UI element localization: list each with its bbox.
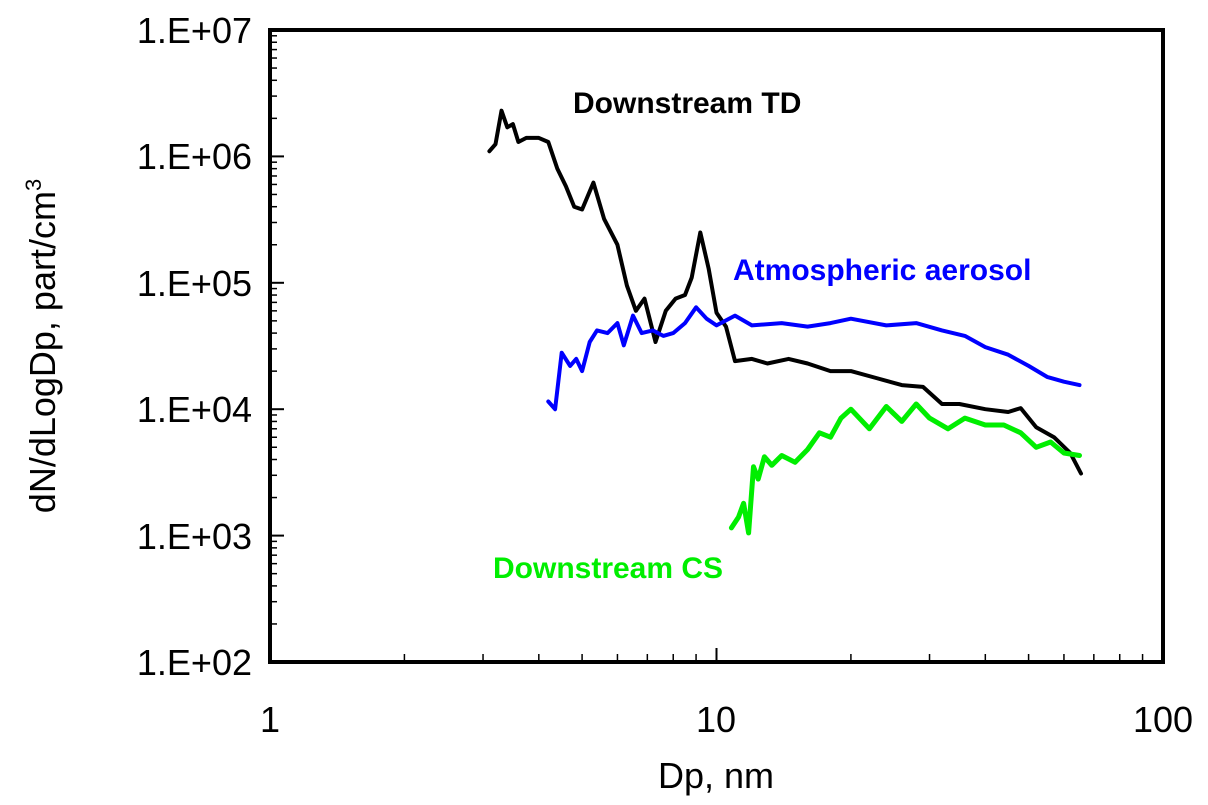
- series-label-downstream-cs: Downstream CS: [493, 552, 723, 585]
- series-line-downstream-td: [487, 108, 1083, 476]
- y-axis-title-text: dN/dLogDp, part/cm: [22, 191, 63, 513]
- x-tick-label: 100: [1133, 699, 1193, 740]
- y-tick-label: 1.E+06: [137, 136, 252, 177]
- y-axis-title: dN/dLogDp, part/cm3: [21, 179, 63, 513]
- y-tick-label: 1.E+04: [137, 389, 252, 430]
- y-tick-label: 1.E+05: [137, 263, 252, 304]
- y-tick-label: 1.E+02: [137, 642, 252, 683]
- x-tick-label: 10: [696, 699, 736, 740]
- series-label-atmospheric-aerosol: Atmospheric aerosol: [733, 254, 1031, 287]
- y-tick-label: 1.E+07: [137, 10, 252, 51]
- x-axis-title: Dp, nm: [658, 755, 774, 796]
- y-axis-title-superscript: 3: [21, 179, 46, 191]
- series-label-downstream-td: Downstream TD: [573, 87, 801, 120]
- series-lines: [487, 108, 1083, 536]
- plot-area: [268, 28, 1165, 664]
- series-line-downstream-cs: [728, 401, 1082, 536]
- y-tick-label: 1.E+03: [137, 516, 252, 557]
- x-tick-label: 1: [260, 699, 280, 740]
- series-line-atmospheric-aerosol: [546, 305, 1082, 412]
